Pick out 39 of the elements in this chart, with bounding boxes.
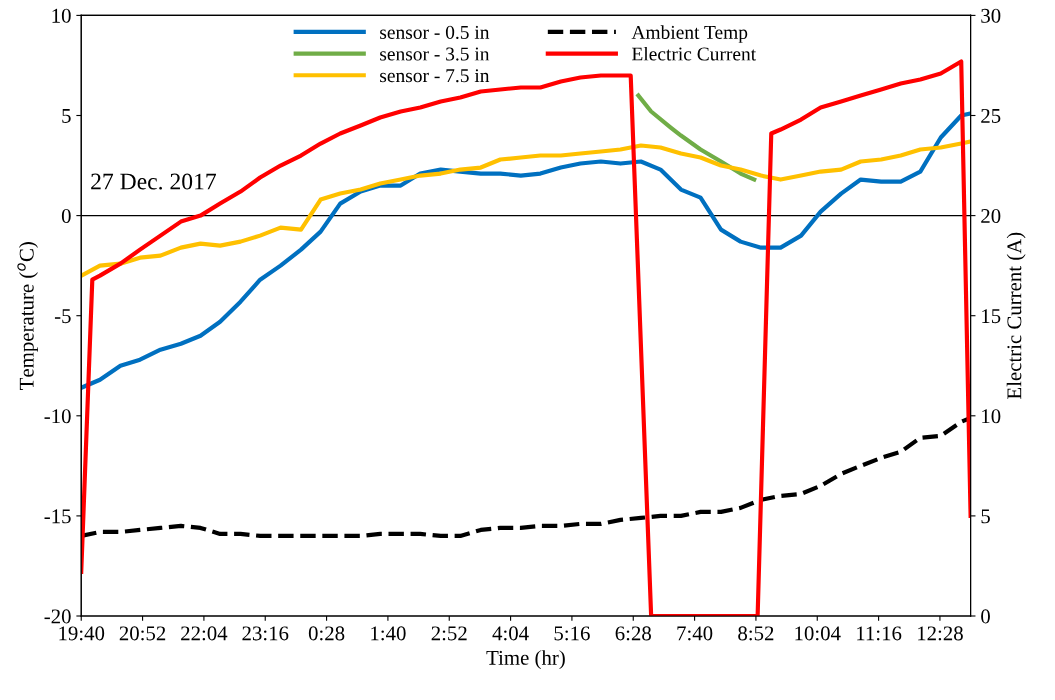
y-axis-title: Temperature ($^{o}$C) bbox=[17, 242, 38, 390]
y2-tick-label: 15 bbox=[982, 309, 1001, 324]
y2-tick-label: 20 bbox=[981, 208, 1001, 224]
x-tick-label: 2:52 bbox=[431, 626, 467, 641]
x-tick-label: 0:28 bbox=[308, 626, 345, 641]
y2-tick-label: 30 bbox=[981, 8, 1001, 23]
x-tick-label: 19:40 bbox=[59, 626, 105, 641]
x-tick-label: 10:04 bbox=[795, 626, 841, 641]
x-tick-label: 12:28 bbox=[918, 626, 963, 641]
y2-axis-title: Electric Current (A) bbox=[1006, 232, 1026, 399]
y-tick-label: 5 bbox=[62, 109, 71, 123]
legend-label: Electric Current bbox=[631, 46, 757, 61]
x-tick-label: 1:40 bbox=[371, 626, 406, 641]
y-tick-label: -15 bbox=[44, 509, 71, 524]
y2-tick-label: 5 bbox=[981, 509, 990, 524]
annotation: 27 Dec. 2017 bbox=[91, 173, 216, 190]
y-tick-label: -5 bbox=[54, 309, 71, 324]
y-tick-label: -10 bbox=[44, 409, 71, 424]
x-tick-label: 7:40 bbox=[677, 626, 713, 641]
legend-label: Ambient Temp bbox=[631, 25, 748, 43]
line-series bbox=[636, 93, 757, 182]
y2-tick-label: 0 bbox=[981, 609, 990, 624]
x-tick-label: 4:04 bbox=[492, 626, 529, 641]
x-tick-label: 6:28 bbox=[615, 626, 651, 641]
x-tick-label: 23:16 bbox=[242, 626, 289, 641]
y-tick-label: 10 bbox=[52, 8, 71, 23]
y2-tick-label: 25 bbox=[981, 108, 1001, 123]
legend-label: sensor - 3.5 in bbox=[380, 47, 490, 61]
x-tick-label: 11:16 bbox=[857, 626, 902, 641]
y-tick-label: -20 bbox=[44, 609, 71, 624]
x-tick-label: 20:52 bbox=[119, 626, 166, 641]
x-tick-label: 22:04 bbox=[181, 626, 228, 641]
legend-label: sensor - 7.5 in bbox=[380, 69, 490, 83]
x-tick-label: 8:52 bbox=[738, 626, 774, 641]
x-tick-label: 5:16 bbox=[554, 626, 590, 641]
y-tick-label: 0 bbox=[61, 208, 71, 224]
legend-label: sensor - 0.5 in bbox=[380, 25, 490, 40]
x-axis-title: Time (hr) bbox=[486, 650, 565, 670]
y2-tick-label: 10 bbox=[982, 409, 1001, 424]
